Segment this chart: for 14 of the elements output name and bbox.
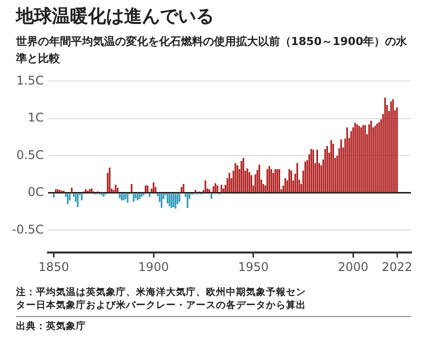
chart-subtitle: 世界の年間平均気温の変化を化石燃料の使用拡大以前（1850～1900年）の水準と比較 <box>16 34 408 67</box>
y-tick-label: 0.5C <box>16 148 44 162</box>
x-tick-label: 2000 <box>338 260 368 274</box>
source-note: 出典：英気象庁 <box>16 316 411 333</box>
y-tick-label: 1.5C <box>16 73 44 88</box>
x-tick-label: 1900 <box>138 260 169 274</box>
x-tick-label: 1950 <box>238 260 269 274</box>
y-tick-label: -0.5C <box>12 222 44 236</box>
x-tick-label: 1850 <box>38 260 70 274</box>
x-tick-label: 2022 <box>382 260 412 274</box>
y-tick-label: 1C <box>28 110 44 125</box>
chart-title: 地球温暖化は進んでいる <box>16 5 214 28</box>
y-tick-label: 0C <box>28 185 44 200</box>
text: 注：平均気温は英気象庁、米海洋大気庁、欧州中期気象予報センター日本気象庁および米バークレー・アースの各データから算出 <box>16 286 307 312</box>
